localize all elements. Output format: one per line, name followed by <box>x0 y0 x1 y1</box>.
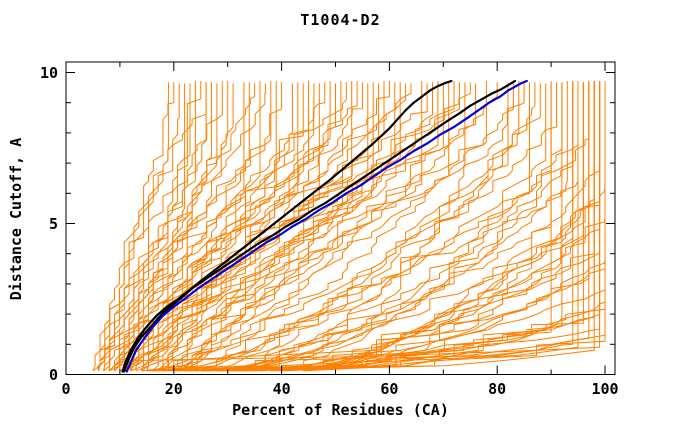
model-curve <box>130 83 320 372</box>
model-curve <box>184 83 477 372</box>
model-curve <box>124 83 304 371</box>
model-curve <box>97 81 196 371</box>
model-curve <box>264 83 595 371</box>
model-curve <box>157 83 407 372</box>
model-curve <box>97 82 207 372</box>
model-curve <box>151 83 412 372</box>
x-tick-label: 0 <box>61 380 71 398</box>
model-curve-black-2 <box>121 79 517 373</box>
model-curve <box>195 81 574 372</box>
x-tick-label: 20 <box>164 380 183 398</box>
model-curve <box>168 83 547 372</box>
model-curve <box>146 81 390 372</box>
model-curve <box>270 83 606 372</box>
model-curve <box>114 83 234 371</box>
model-curve <box>189 81 487 372</box>
model-curve <box>167 83 444 371</box>
model-curve <box>173 83 601 372</box>
model-curve <box>97 83 186 372</box>
x-tick-label: 100 <box>591 380 619 398</box>
model-curve <box>157 81 423 372</box>
model-curve <box>92 82 169 372</box>
model-curve <box>243 83 606 372</box>
model-curve-black-1 <box>123 79 453 373</box>
x-axis-label: Percent of Residues (CA) <box>232 401 449 419</box>
model-curve <box>195 82 498 372</box>
model-curve <box>97 83 191 372</box>
model-curve <box>108 82 250 372</box>
model-curve-blue <box>125 79 528 373</box>
chart-title: T1004-D2 <box>300 11 381 29</box>
model-curve <box>206 82 579 372</box>
model-curve <box>103 81 223 372</box>
model-curve <box>227 81 595 372</box>
x-tick-label: 80 <box>488 380 507 398</box>
model-curve <box>200 82 606 372</box>
model-curve <box>303 83 606 372</box>
model-curve <box>119 82 283 371</box>
y-tick-label: 10 <box>39 63 58 82</box>
model-curve <box>238 83 590 372</box>
model-curve <box>216 81 590 372</box>
model-curve <box>249 81 595 372</box>
y-tick-label: 0 <box>48 365 58 384</box>
model-curve <box>162 82 433 372</box>
curves-layer <box>92 79 606 373</box>
model-curve <box>254 81 601 372</box>
model-curve <box>92 82 175 372</box>
model-curve <box>233 82 606 372</box>
model-curve <box>206 83 574 372</box>
model-curve <box>168 81 439 372</box>
plot-frame <box>65 61 616 375</box>
model-curve <box>157 83 525 372</box>
x-tick-label: 60 <box>380 380 399 398</box>
model-curve <box>173 81 455 372</box>
model-curve <box>281 82 601 372</box>
model-curve <box>173 81 450 372</box>
model-curve <box>173 83 541 371</box>
model-curve <box>184 82 584 372</box>
model-curve <box>249 83 584 372</box>
y-tick-label: 5 <box>48 214 58 233</box>
model-curve <box>195 82 563 372</box>
model-curve <box>179 82 557 372</box>
model-curve <box>146 82 374 372</box>
model-curve <box>227 82 536 372</box>
model-curve <box>179 82 460 372</box>
model-curve <box>238 81 601 372</box>
model-curve <box>276 81 601 372</box>
model-curve <box>184 81 552 372</box>
model-curve <box>146 82 514 372</box>
model-curve <box>259 82 601 372</box>
model-curve <box>162 82 530 372</box>
model-curve <box>189 81 568 372</box>
model-curve <box>152 83 563 372</box>
x-tick-label: 40 <box>272 380 291 398</box>
